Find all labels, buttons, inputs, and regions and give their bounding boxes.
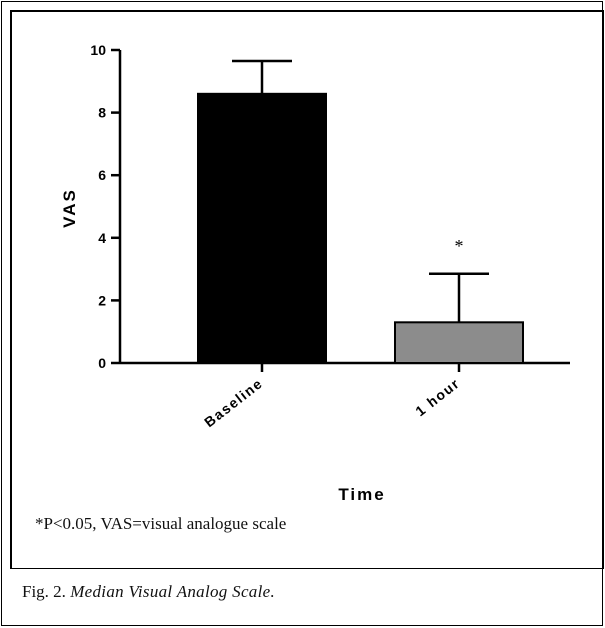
x-tick-label: 1 hour: [412, 375, 463, 419]
y-tick-label: 8: [98, 105, 106, 121]
y-tick-label: 2: [98, 292, 106, 308]
y-tick-label: 4: [98, 230, 106, 246]
y-tick-label: 6: [98, 167, 106, 183]
figure-caption: Fig. 2. Median Visual Analog Scale.: [22, 582, 275, 602]
x-axis-label: Time: [338, 485, 385, 504]
chart-axes: 0 2 4 6 8 10 Baseline 1 hour: [90, 42, 570, 430]
x-tick-label: Baseline: [201, 375, 266, 430]
plot-panel: [10, 10, 604, 569]
y-axis-label: VAS: [60, 188, 79, 228]
y-tick-label: 0: [98, 355, 106, 371]
caption-prefix: Fig. 2.: [22, 582, 66, 601]
y-tick-label: 10: [90, 42, 106, 58]
bar: [394, 321, 524, 364]
footnote: *P<0.05, VAS=visual analogue scale: [35, 514, 287, 533]
significance-marker: *: [455, 236, 464, 256]
caption-title: Median Visual Analog Scale.: [70, 582, 276, 601]
chart-marks: *: [197, 59, 524, 364]
bar: [197, 92, 327, 364]
